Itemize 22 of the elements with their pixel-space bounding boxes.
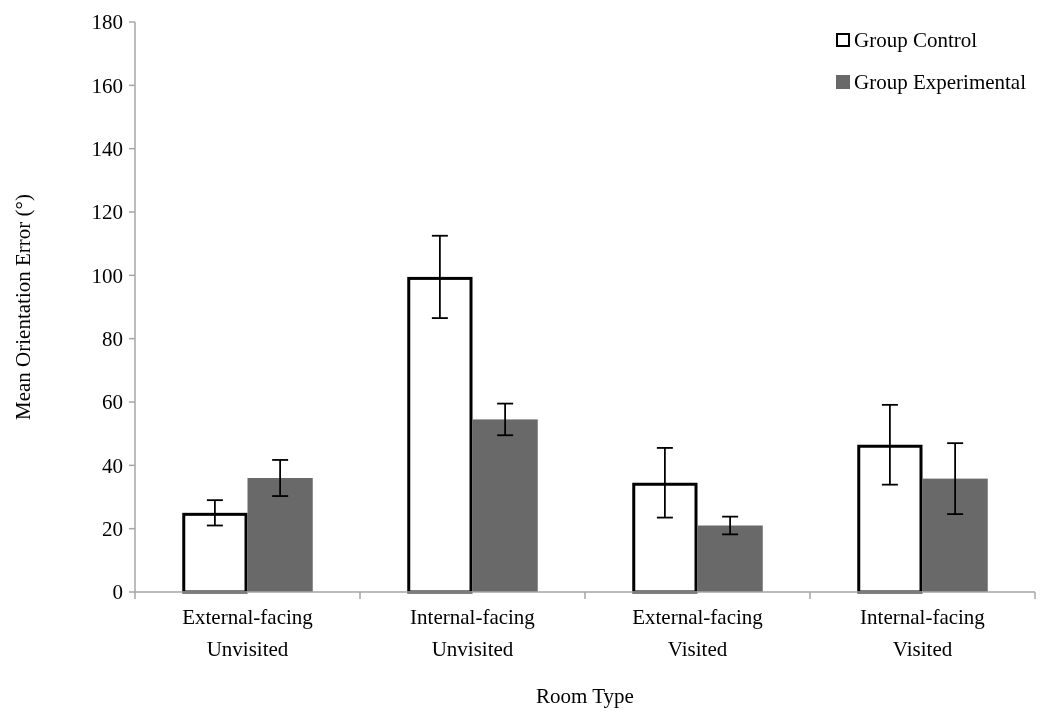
y-tick-label: 100 xyxy=(91,263,123,288)
x-axis-title: Room Type xyxy=(536,684,634,708)
y-tick-label: 140 xyxy=(91,137,123,162)
y-tick-label: 40 xyxy=(102,453,123,478)
legend-label: Group Control xyxy=(854,28,978,53)
y-tick-label: 120 xyxy=(91,200,123,225)
x-tick-label: External-facing Unvisited xyxy=(182,605,314,661)
y-tick-label: 60 xyxy=(102,390,123,415)
y-tick-label: 80 xyxy=(102,327,123,352)
x-tick-label: Internal-facing Visited xyxy=(860,605,986,661)
x-tick-label: External-facing Visited xyxy=(632,605,764,661)
bar xyxy=(697,525,763,592)
legend-label: Group Experimental xyxy=(854,70,1027,95)
y-tick-label: 0 xyxy=(112,580,123,605)
y-tick-label: 160 xyxy=(91,73,123,98)
bar xyxy=(472,419,538,592)
bar xyxy=(922,478,988,592)
y-tick-label: 20 xyxy=(102,517,123,542)
x-tick-label: Internal-facing Unvisited xyxy=(410,605,536,661)
bar xyxy=(247,478,313,592)
y-axis-title: Mean Orientation Error (°) xyxy=(11,194,35,420)
y-tick-label: 180 xyxy=(91,10,123,35)
